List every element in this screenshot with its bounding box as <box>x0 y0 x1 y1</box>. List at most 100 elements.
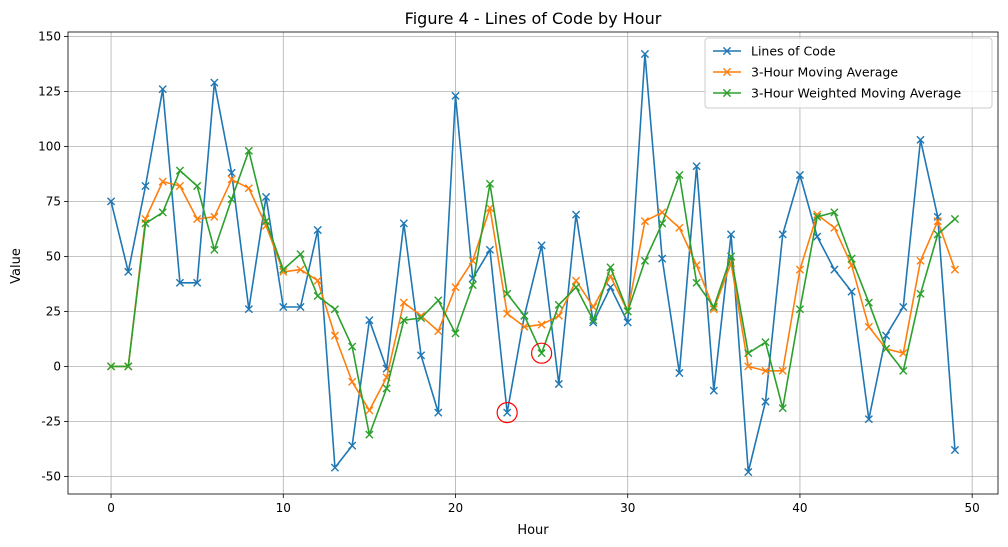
x-tick-label: 40 <box>792 501 807 515</box>
data-point-marker <box>451 91 460 100</box>
data-point-marker <box>623 307 632 316</box>
data-point-marker <box>365 430 374 439</box>
data-point-marker <box>520 322 529 331</box>
data-point-marker <box>434 408 443 417</box>
y-tick-label: -50 <box>41 469 61 483</box>
data-point-marker <box>761 338 770 347</box>
data-point-marker <box>675 170 684 180</box>
legend-box <box>704 37 993 109</box>
data-point-marker <box>365 316 374 325</box>
data-point-marker <box>503 408 512 417</box>
plot-frame <box>67 31 999 495</box>
data-point-marker <box>950 445 960 455</box>
data-point-marker <box>279 302 288 312</box>
data-point-marker <box>468 256 477 265</box>
data-point-marker <box>244 305 253 314</box>
data-point-marker <box>795 305 805 314</box>
legend-marker <box>722 67 732 77</box>
data-point-marker <box>571 276 581 285</box>
y-tick-label: 75 <box>46 194 61 208</box>
data-point-marker <box>813 232 822 241</box>
data-point-marker <box>658 254 667 263</box>
data-point-marker <box>830 223 839 232</box>
data-point-marker <box>485 245 495 254</box>
data-point-marker <box>744 467 753 477</box>
highlight-circle <box>531 342 553 364</box>
data-point-marker <box>313 225 322 235</box>
data-point-marker <box>468 274 477 283</box>
data-point-marker <box>933 217 942 226</box>
data-point-marker <box>830 208 839 217</box>
data-point-marker <box>726 252 736 261</box>
data-point-marker <box>709 386 718 395</box>
data-point-marker <box>520 311 529 320</box>
legend-entry-label: 3-Hour Weighted Moving Average <box>751 86 961 101</box>
data-point-marker <box>348 342 357 351</box>
data-point-marker <box>554 379 563 389</box>
legend-marker <box>722 88 732 98</box>
data-point-marker <box>744 362 753 371</box>
data-point-marker <box>141 219 150 228</box>
data-point-marker <box>399 219 408 228</box>
data-point-marker <box>227 175 236 184</box>
data-point-marker <box>692 278 701 287</box>
y-tick-label: -25 <box>41 414 61 428</box>
data-point-marker <box>399 298 408 307</box>
data-point-marker <box>244 184 253 193</box>
data-point-marker <box>623 318 632 327</box>
x-tick-label: 30 <box>620 501 635 515</box>
data-point-marker <box>606 263 615 272</box>
x-tick-label: 0 <box>107 501 115 515</box>
data-point-marker <box>193 214 202 224</box>
data-point-marker <box>141 181 150 191</box>
data-point-marker <box>795 170 805 180</box>
data-point-marker <box>709 305 718 314</box>
data-point-marker <box>933 230 942 239</box>
data-point-marker <box>485 203 495 213</box>
data-point-marker <box>451 283 460 292</box>
data-point-marker <box>589 318 598 327</box>
data-point-marker <box>640 217 650 226</box>
data-point-marker <box>193 181 202 191</box>
data-point-marker <box>158 208 167 217</box>
data-point-marker <box>296 250 305 259</box>
data-point-marker <box>847 254 856 263</box>
data-point-marker <box>916 256 925 265</box>
data-point-marker <box>864 415 873 424</box>
data-point-marker <box>210 245 219 254</box>
data-point-marker <box>382 384 391 393</box>
data-point-marker <box>554 300 563 309</box>
data-point-marker <box>330 463 340 472</box>
data-point-marker <box>571 210 581 219</box>
data-point-marker <box>675 223 684 232</box>
data-point-marker <box>916 289 925 298</box>
data-point-marker <box>864 298 873 307</box>
data-point-marker <box>795 265 805 274</box>
data-point-marker <box>175 166 185 175</box>
data-point-marker <box>830 265 839 274</box>
data-point-marker <box>106 197 116 206</box>
y-tick-label: 150 <box>38 29 61 43</box>
data-point-marker <box>571 283 581 292</box>
y-axis-title: Value <box>9 248 24 284</box>
x-tick-label: 50 <box>965 501 980 515</box>
legend-marker <box>722 46 732 56</box>
data-point-marker <box>778 404 787 413</box>
data-point-marker <box>261 192 271 202</box>
data-point-marker <box>503 309 512 318</box>
data-point-marker <box>296 302 305 312</box>
data-point-marker <box>451 329 460 338</box>
data-point-marker <box>261 217 271 226</box>
data-point-marker <box>296 265 305 274</box>
data-point-marker <box>744 349 753 358</box>
series-line <box>111 150 956 436</box>
data-point-marker <box>416 351 426 360</box>
data-point-marker <box>537 349 546 358</box>
data-point-marker <box>210 78 219 87</box>
data-point-marker <box>881 344 891 353</box>
x-tick-label: 20 <box>448 501 463 515</box>
data-point-marker <box>348 377 357 386</box>
data-point-marker <box>468 280 477 290</box>
data-point-marker <box>175 181 185 191</box>
data-point-marker <box>399 316 408 325</box>
